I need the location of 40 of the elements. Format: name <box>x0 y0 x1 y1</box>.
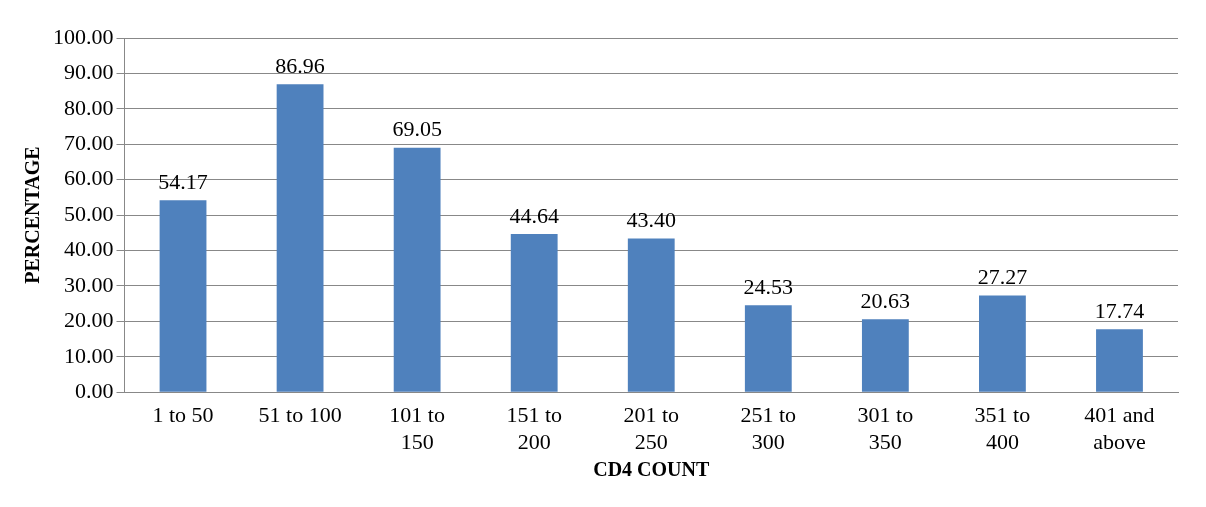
y-tick-label: 70.00 <box>64 130 114 156</box>
x-axis-title: CD4 COUNT <box>593 458 710 481</box>
x-tick-label: 1 to 50 <box>152 402 214 428</box>
data-label: 69.05 <box>392 116 442 142</box>
data-label: 20.63 <box>860 287 911 313</box>
x-tick-label: 401 and above <box>1084 402 1155 454</box>
y-tick-label: 20.00 <box>64 307 114 333</box>
y-tick-label: 0.00 <box>75 377 114 403</box>
x-tick-label: 251 to 300 <box>740 402 797 454</box>
y-tick-label: 30.00 <box>64 271 114 297</box>
x-tick-label: 351 to 400 <box>974 402 1031 454</box>
y-tick-label: 90.00 <box>64 59 114 85</box>
x-tick-label: 51 to 100 <box>258 402 342 428</box>
data-label: 24.53 <box>743 274 794 300</box>
y-axis-title: PERCENTAGE <box>21 146 44 284</box>
bar <box>979 295 1026 392</box>
bar <box>276 84 324 392</box>
data-label: 43.40 <box>626 207 676 233</box>
bar <box>744 305 792 392</box>
data-label: 44.64 <box>509 202 559 228</box>
x-tick-label: 301 to 350 <box>857 402 914 454</box>
bar <box>1096 329 1143 392</box>
bar <box>159 200 207 392</box>
data-label: 86.96 <box>275 52 325 78</box>
y-tick-label: 100.00 <box>53 23 114 49</box>
y-tick-label: 40.00 <box>64 236 114 262</box>
data-label: 17.74 <box>1094 298 1145 324</box>
bar <box>510 234 558 392</box>
bar <box>393 147 441 392</box>
x-tick-label: 151 to 200 <box>506 402 563 454</box>
bar <box>627 238 675 392</box>
bar <box>861 319 909 392</box>
x-tick-label: 101 to 150 <box>389 402 445 454</box>
data-label: 54.17 <box>158 169 208 195</box>
y-tick-label: 10.00 <box>64 342 114 368</box>
y-tick-label: 50.00 <box>64 200 114 226</box>
y-tick-label: 80.00 <box>64 94 114 120</box>
x-tick-label: 201 to 250 <box>623 402 680 454</box>
y-tick-label: 60.00 <box>64 165 114 191</box>
data-label: 27.27 <box>977 264 1028 290</box>
